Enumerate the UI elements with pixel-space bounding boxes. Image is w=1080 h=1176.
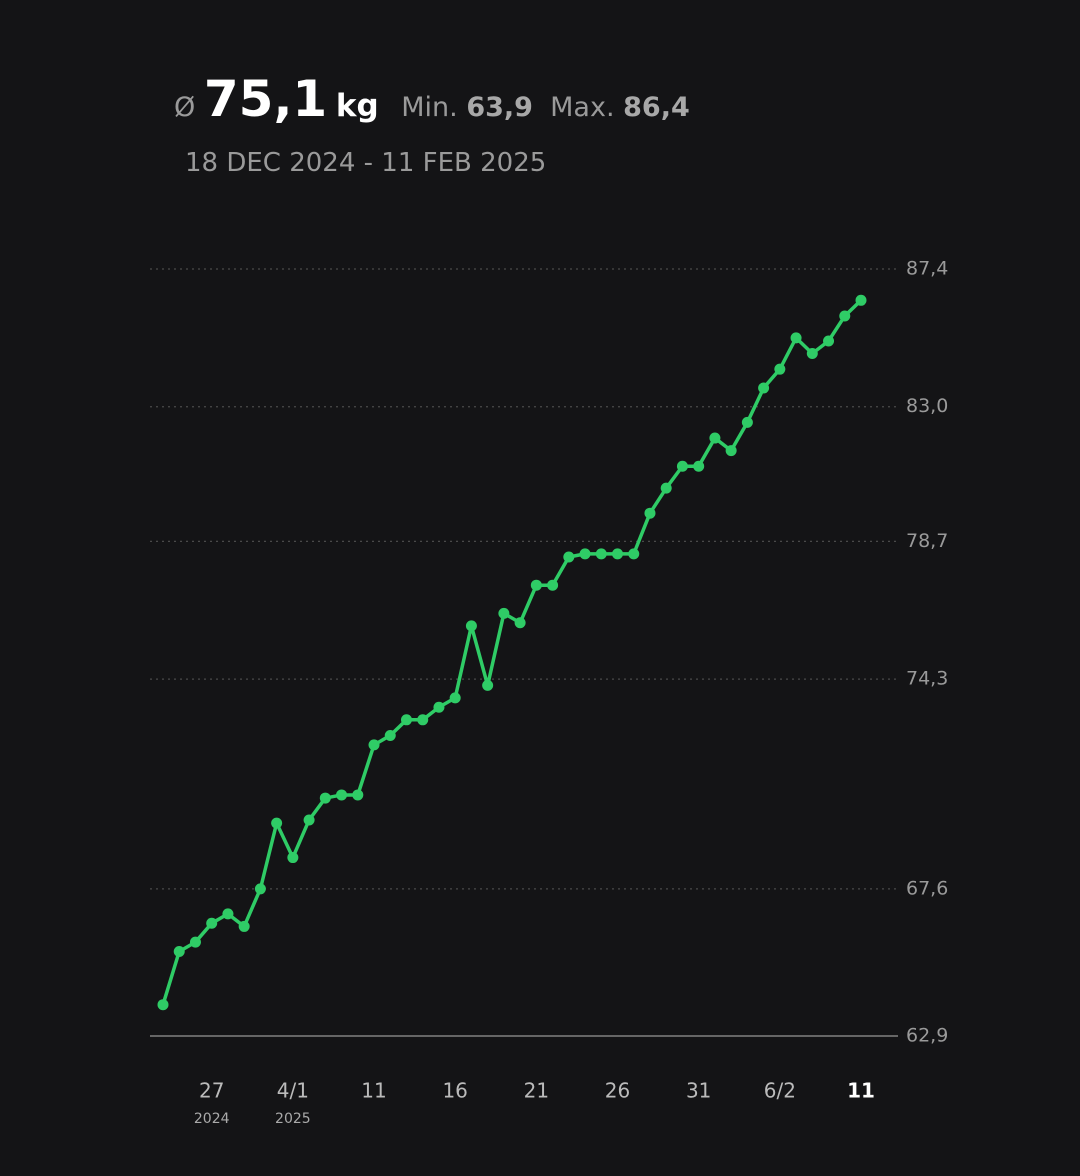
y-tick-label: 87,4 bbox=[906, 258, 948, 280]
y-tick-label: 83,0 bbox=[906, 395, 948, 417]
point bbox=[693, 460, 705, 472]
x-tick-label: 21 bbox=[524, 1079, 549, 1103]
point bbox=[741, 416, 753, 428]
point bbox=[157, 999, 169, 1011]
point bbox=[612, 548, 624, 560]
point bbox=[254, 883, 266, 895]
point bbox=[303, 814, 315, 826]
unit: kg bbox=[335, 88, 379, 124]
point bbox=[189, 936, 201, 948]
point bbox=[758, 382, 770, 394]
x-tick-label: 16 bbox=[442, 1079, 467, 1103]
avg-symbol: Ø bbox=[174, 92, 196, 123]
point bbox=[774, 363, 786, 375]
point bbox=[725, 445, 737, 457]
line bbox=[161, 299, 863, 1006]
point bbox=[579, 548, 591, 560]
point bbox=[465, 620, 477, 632]
point bbox=[433, 701, 445, 713]
x-tick-label: 31 bbox=[686, 1079, 711, 1103]
point bbox=[676, 460, 688, 472]
point bbox=[709, 432, 721, 444]
y-tick-label: 67,6 bbox=[906, 877, 948, 899]
summary: Ø 75,1 kg Min. 63,9 Max. 86,4 bbox=[174, 70, 690, 128]
x-tick-label: 4/1 bbox=[277, 1079, 309, 1103]
point bbox=[823, 335, 835, 347]
point bbox=[238, 920, 250, 932]
x-tick-label: 26 bbox=[605, 1079, 630, 1103]
point bbox=[595, 548, 607, 560]
point bbox=[352, 789, 364, 801]
max-label: Max. bbox=[550, 92, 615, 123]
max: 86,4 bbox=[623, 92, 690, 123]
point bbox=[417, 714, 429, 726]
point bbox=[482, 679, 494, 691]
min-label: Min. bbox=[401, 92, 458, 123]
point bbox=[384, 729, 396, 741]
point bbox=[287, 852, 299, 864]
point bbox=[839, 310, 851, 322]
x-tick-sublabel: 2024 bbox=[194, 1111, 230, 1127]
min: 63,9 bbox=[466, 92, 533, 123]
point bbox=[855, 294, 867, 306]
point bbox=[368, 739, 380, 751]
point bbox=[563, 551, 575, 563]
point bbox=[498, 607, 510, 619]
point bbox=[400, 714, 412, 726]
x-tick-label: 11 bbox=[361, 1079, 386, 1103]
point bbox=[449, 692, 461, 704]
x-tick-sublabel: 2025 bbox=[275, 1111, 311, 1127]
point bbox=[806, 348, 818, 360]
point bbox=[790, 332, 802, 344]
point bbox=[222, 908, 234, 920]
y-tick-label: 74,3 bbox=[906, 668, 948, 690]
point bbox=[530, 579, 542, 591]
point bbox=[173, 945, 185, 957]
point bbox=[336, 789, 348, 801]
point bbox=[660, 482, 672, 494]
point bbox=[206, 917, 218, 929]
point bbox=[319, 792, 331, 804]
point bbox=[644, 507, 656, 519]
y-tick-label: 78,7 bbox=[906, 530, 948, 552]
point bbox=[628, 548, 640, 560]
point bbox=[271, 817, 283, 829]
average: 75,1 bbox=[203, 70, 328, 128]
x-tick-label: 27 bbox=[199, 1079, 224, 1103]
point bbox=[514, 617, 526, 629]
x-tick-label: 11 bbox=[847, 1079, 875, 1103]
x-tick-label: 6/2 bbox=[764, 1079, 796, 1103]
point bbox=[547, 579, 559, 591]
y-tick-label: 62,9 bbox=[906, 1025, 948, 1047]
date-range: 18 DEC 2024 - 11 FEB 2025 bbox=[185, 148, 547, 178]
